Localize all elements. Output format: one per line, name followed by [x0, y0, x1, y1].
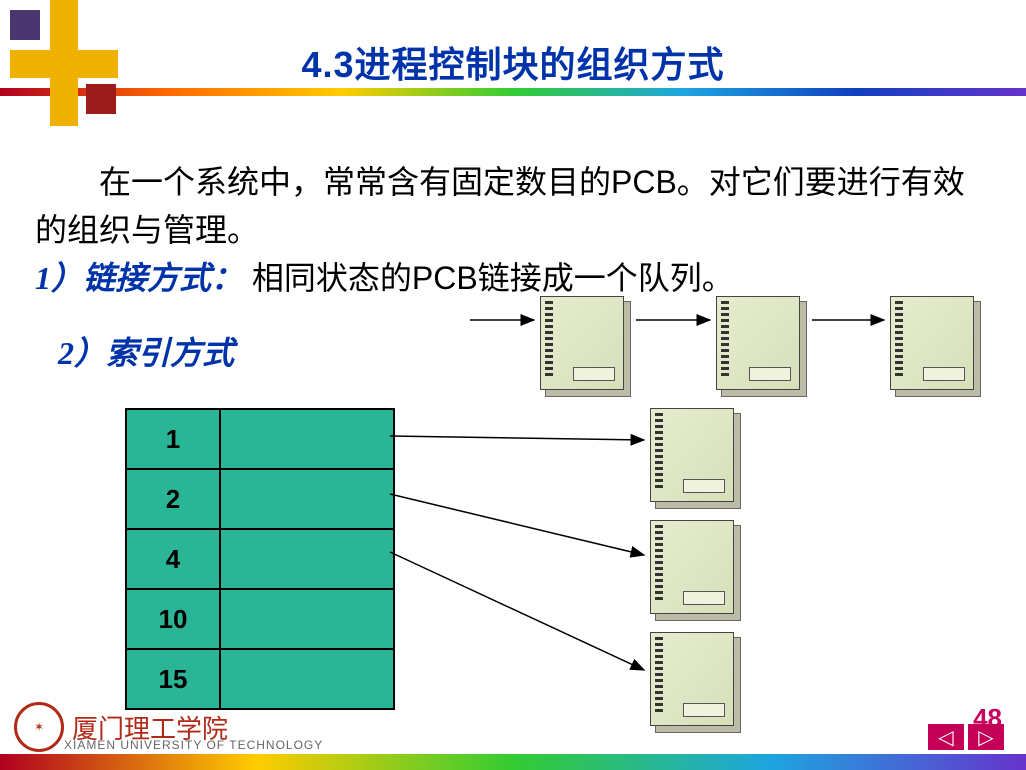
index-table: 1 2 4 10 15	[125, 408, 395, 710]
pcb-box	[540, 296, 624, 390]
slide-title: 4.3进程控制块的组织方式	[0, 36, 1026, 88]
index-cell: 1	[126, 409, 220, 469]
intro-text: 在一个系统中，常常含有固定数目的PCB。对它们要进行有效的组织与管理。	[35, 164, 965, 248]
nav-next-button[interactable]: ▷	[968, 724, 1004, 750]
method1-label: 1）链接方式：	[35, 260, 243, 296]
seal-icon: ✶	[14, 702, 64, 752]
pcb-box	[716, 296, 800, 390]
method1-desc: 相同状态的PCB链接成一个队列。	[252, 260, 734, 296]
pcb-box	[650, 520, 734, 614]
pcb-box	[890, 296, 974, 390]
index-cell: 4	[126, 529, 220, 589]
index-ptr-cell	[220, 649, 394, 709]
footer-rainbow	[0, 754, 1026, 770]
index-ptr-cell	[220, 589, 394, 649]
index-ptr-cell	[220, 529, 394, 589]
method2-label: 2）索引方式	[58, 328, 234, 374]
nav-prev-button[interactable]: ◁	[928, 724, 964, 750]
index-cell: 10	[126, 589, 220, 649]
pcb-box	[650, 632, 734, 726]
red-square	[86, 84, 116, 114]
body-text: 在一个系统中，常常含有固定数目的PCB。对它们要进行有效的组织与管理。 1）链接…	[35, 158, 990, 302]
index-cell: 15	[126, 649, 220, 709]
university-en: XIAMEN UNIVERSITY OF TECHNOLOGY	[64, 738, 323, 752]
index-cell: 2	[126, 469, 220, 529]
index-ptr-cell	[220, 409, 394, 469]
index-ptr-cell	[220, 469, 394, 529]
rainbow-band	[0, 88, 1026, 96]
pcb-box	[650, 408, 734, 502]
